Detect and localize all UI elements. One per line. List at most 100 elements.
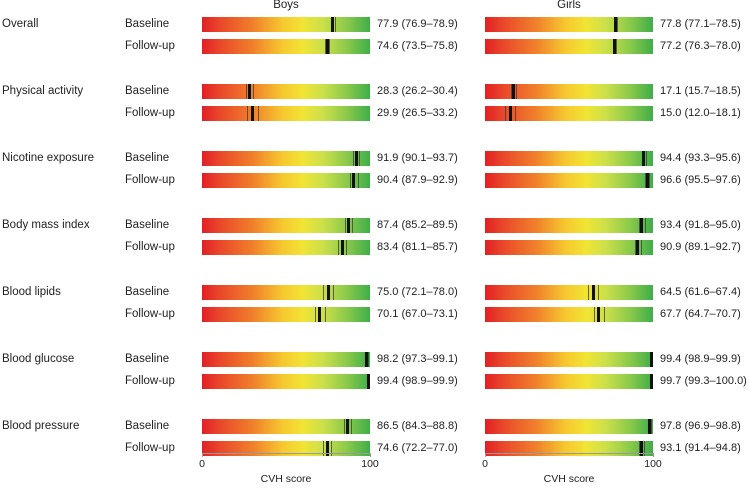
gradient-bar	[202, 441, 370, 456]
ci-upper-mark	[616, 17, 618, 32]
gradient-bar	[485, 39, 653, 54]
estimate-mark	[248, 84, 252, 99]
gradient-bar	[485, 173, 653, 188]
ci-upper-mark	[368, 352, 370, 367]
x-axis-title: CVH score	[260, 473, 312, 485]
gradient-bar	[202, 84, 370, 99]
estimate-mark	[640, 218, 644, 233]
ci-upper-mark	[616, 39, 618, 54]
gradient-bar	[202, 352, 370, 367]
gradient-bar	[485, 106, 653, 121]
estimate-mark	[642, 151, 646, 166]
metric-label: Blood pressure	[2, 420, 80, 432]
value-label: 91.9 (90.1–93.7)	[377, 152, 458, 164]
metric-label: Blood glucose	[2, 353, 75, 365]
estimate-mark	[597, 307, 601, 322]
panel-title-boys: Boys	[273, 0, 299, 11]
estimate-mark	[636, 240, 640, 255]
value-label: 15.0 (12.0–18.1)	[660, 107, 741, 119]
estimate-mark	[347, 218, 351, 233]
ci-lower-mark	[511, 84, 513, 99]
ci-lower-mark	[246, 84, 248, 99]
value-label: 77.2 (76.3–78.0)	[660, 40, 741, 52]
phase-label: Baseline	[125, 420, 170, 432]
ci-upper-mark	[515, 106, 517, 121]
x-axis-tick	[653, 453, 654, 457]
phase-label: Baseline	[125, 219, 170, 231]
metric-label: Overall	[2, 18, 39, 30]
estimate-mark	[591, 285, 595, 300]
value-label: 74.6 (73.5–75.8)	[377, 40, 458, 52]
estimate-mark	[647, 419, 651, 434]
ci-upper-mark	[640, 240, 642, 255]
ci-lower-mark	[314, 307, 316, 322]
ci-upper-mark	[334, 17, 336, 32]
metric-label: Blood lipids	[2, 286, 61, 298]
ci-lower-mark	[349, 173, 351, 188]
x-axis-line	[485, 453, 653, 454]
estimate-mark	[639, 441, 643, 456]
estimate-mark	[613, 39, 617, 54]
phase-label: Baseline	[125, 286, 170, 298]
gradient-bar	[202, 240, 370, 255]
value-label: 94.4 (93.3–95.6)	[660, 152, 741, 164]
gradient-bar	[485, 352, 653, 367]
estimate-mark	[325, 441, 329, 456]
gradient-bar	[202, 151, 370, 166]
value-label: 90.4 (87.9–92.9)	[377, 174, 458, 186]
phase-label: Follow-up	[125, 375, 175, 387]
gradient-bar	[485, 285, 653, 300]
phase-label: Follow-up	[125, 107, 175, 119]
gradient-bar	[485, 441, 653, 456]
ci-lower-mark	[593, 307, 595, 322]
gradient-bar	[202, 173, 370, 188]
gradient-bar	[485, 240, 653, 255]
gradient-bar	[485, 151, 653, 166]
value-label: 70.1 (67.0–73.1)	[377, 308, 458, 320]
ci-lower-mark	[323, 441, 325, 456]
metric-label: Physical activity	[2, 85, 84, 97]
estimate-mark	[340, 240, 344, 255]
x-axis-title: CVH score	[543, 473, 595, 485]
x-axis-tick	[370, 453, 371, 457]
gradient-bar	[485, 84, 653, 99]
estimate-mark	[367, 374, 370, 389]
phase-label: Baseline	[125, 18, 170, 30]
phase-label: Follow-up	[125, 241, 175, 253]
metric-label: Body mass index	[2, 219, 90, 231]
estimate-mark	[512, 84, 516, 99]
estimate-mark	[508, 106, 512, 121]
ci-upper-mark	[359, 151, 361, 166]
ci-lower-mark	[345, 218, 347, 233]
value-label: 86.5 (84.3–88.8)	[377, 420, 458, 432]
ci-upper-mark	[598, 285, 600, 300]
phase-label: Follow-up	[125, 40, 175, 52]
estimate-mark	[345, 419, 349, 434]
value-label: 83.4 (81.1–85.7)	[377, 241, 458, 253]
value-label: 17.1 (15.7–18.5)	[660, 85, 741, 97]
gradient-bar	[485, 307, 653, 322]
gradient-bar	[202, 106, 370, 121]
ci-lower-mark	[588, 285, 590, 300]
ci-upper-mark	[648, 173, 650, 188]
ci-upper-mark	[516, 84, 518, 99]
value-label: 67.7 (64.7–70.7)	[660, 308, 741, 320]
estimate-mark	[318, 307, 322, 322]
gradient-bar	[202, 374, 370, 389]
value-label: 75.0 (72.1–78.0)	[377, 286, 458, 298]
ci-upper-mark	[352, 218, 354, 233]
x-axis-tick	[485, 453, 486, 457]
value-label: 87.4 (85.2–89.5)	[377, 219, 458, 231]
estimate-mark	[326, 285, 330, 300]
phase-label: Follow-up	[125, 174, 175, 186]
value-label: 96.6 (95.5–97.6)	[660, 174, 741, 186]
panel-title-girls: Girls	[557, 0, 581, 11]
x-tick-label: 100	[644, 458, 662, 470]
ci-upper-mark	[333, 285, 335, 300]
ci-lower-mark	[505, 106, 507, 121]
ci-upper-mark	[257, 106, 259, 121]
ci-lower-mark	[639, 218, 641, 233]
ci-lower-mark	[338, 240, 340, 255]
ci-upper-mark	[644, 441, 646, 456]
ci-upper-mark	[358, 173, 360, 188]
